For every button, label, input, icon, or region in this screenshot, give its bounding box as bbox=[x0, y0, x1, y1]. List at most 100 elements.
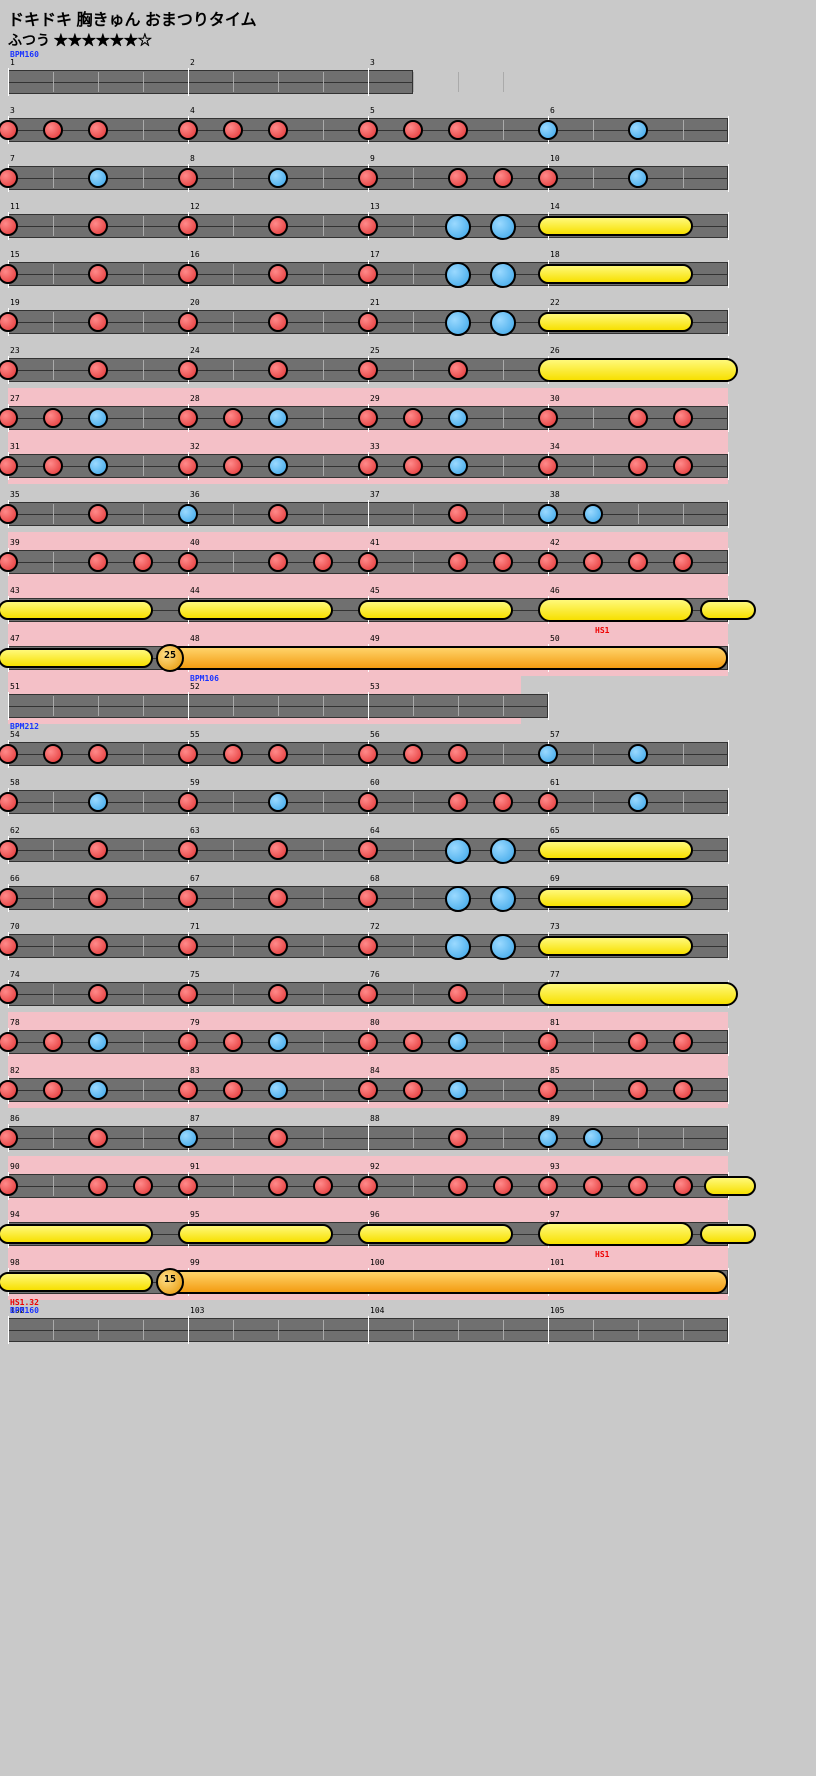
measure-number: 48 bbox=[190, 634, 200, 643]
measure-number: 19 bbox=[10, 298, 20, 307]
measure-row: 90919293 bbox=[8, 1156, 728, 1204]
measure-bar bbox=[8, 70, 413, 94]
minor-tick bbox=[143, 360, 144, 380]
measure-number: 4 bbox=[190, 106, 195, 115]
barline-tick bbox=[368, 1316, 369, 1344]
measure-number: 104 bbox=[370, 1306, 384, 1315]
measure-number: 42 bbox=[550, 538, 560, 547]
minor-tick bbox=[593, 168, 594, 188]
barline-tick bbox=[728, 1124, 729, 1152]
barline-tick bbox=[728, 116, 729, 144]
measure-number: 51 bbox=[10, 682, 20, 691]
kat-note bbox=[445, 262, 471, 288]
slider-note bbox=[538, 1222, 693, 1246]
kat-note bbox=[88, 1080, 108, 1100]
barline-tick bbox=[728, 212, 729, 240]
don-note bbox=[358, 888, 378, 908]
minor-tick bbox=[323, 696, 324, 716]
measure-row: 11121314 bbox=[8, 196, 728, 244]
don-note bbox=[88, 504, 108, 524]
don-note bbox=[358, 264, 378, 284]
minor-tick bbox=[503, 456, 504, 476]
measure-number: 71 bbox=[190, 922, 200, 931]
don-note bbox=[268, 744, 288, 764]
kat-note bbox=[445, 310, 471, 336]
minor-tick bbox=[53, 696, 54, 716]
minor-tick bbox=[143, 1320, 144, 1340]
minor-tick bbox=[323, 936, 324, 956]
measure-number: 59 bbox=[190, 778, 200, 787]
don-note bbox=[628, 408, 648, 428]
don-note bbox=[88, 1128, 108, 1148]
measure-number: 62 bbox=[10, 826, 20, 835]
don-note bbox=[268, 264, 288, 284]
measure-number: 77 bbox=[550, 970, 560, 979]
kat-note bbox=[628, 120, 648, 140]
barline-tick bbox=[728, 644, 729, 672]
measure-row: 19202122 bbox=[8, 292, 728, 340]
measure-number: 58 bbox=[10, 778, 20, 787]
measure-number: 100 bbox=[370, 1258, 384, 1267]
minor-tick bbox=[53, 888, 54, 908]
measure-number: 47 bbox=[10, 634, 20, 643]
minor-tick bbox=[683, 1320, 684, 1340]
don-note bbox=[493, 1176, 513, 1196]
don-note bbox=[88, 1176, 108, 1196]
measure-number: 32 bbox=[190, 442, 200, 451]
bpm-label: BPM212 bbox=[10, 722, 39, 731]
minor-tick bbox=[143, 264, 144, 284]
kat-note bbox=[490, 838, 516, 864]
minor-tick bbox=[503, 744, 504, 764]
kat-note bbox=[628, 792, 648, 812]
don-note bbox=[358, 840, 378, 860]
slider-note bbox=[358, 1224, 513, 1244]
don-note bbox=[178, 120, 198, 140]
measure-number: 76 bbox=[370, 970, 380, 979]
don-note bbox=[88, 552, 108, 572]
minor-tick bbox=[233, 168, 234, 188]
minor-tick bbox=[638, 504, 639, 524]
measure-number: 12 bbox=[190, 202, 200, 211]
measure-number: 11 bbox=[10, 202, 20, 211]
kat-note bbox=[583, 504, 603, 524]
minor-tick bbox=[413, 840, 414, 860]
don-note bbox=[43, 408, 63, 428]
slider-note bbox=[538, 840, 693, 860]
measure-number: 88 bbox=[370, 1114, 380, 1123]
don-note bbox=[358, 168, 378, 188]
measure-row: 70717273 bbox=[8, 916, 728, 964]
measure-number: 70 bbox=[10, 922, 20, 931]
minor-tick bbox=[143, 168, 144, 188]
measure-number: 83 bbox=[190, 1066, 200, 1075]
measure-number: 98 bbox=[10, 1258, 20, 1267]
minor-tick bbox=[233, 888, 234, 908]
minor-tick bbox=[413, 792, 414, 812]
minor-tick bbox=[323, 216, 324, 236]
minor-tick bbox=[233, 1320, 234, 1340]
measure-number: 34 bbox=[550, 442, 560, 451]
kat-note bbox=[448, 1032, 468, 1052]
minor-tick bbox=[503, 1080, 504, 1100]
don-note bbox=[223, 1032, 243, 1052]
don-note bbox=[178, 552, 198, 572]
minor-tick bbox=[683, 792, 684, 812]
minor-tick bbox=[278, 72, 279, 92]
don-note bbox=[628, 1080, 648, 1100]
don-note bbox=[538, 168, 558, 188]
minor-tick bbox=[53, 792, 54, 812]
hs-label: HS1 bbox=[595, 1250, 609, 1259]
don-note bbox=[268, 120, 288, 140]
don-note bbox=[178, 1080, 198, 1100]
measure-row: 43444546 bbox=[8, 580, 728, 628]
measure-number: 9 bbox=[370, 154, 375, 163]
don-note bbox=[178, 840, 198, 860]
don-note bbox=[268, 840, 288, 860]
kat-note bbox=[445, 214, 471, 240]
don-note bbox=[358, 120, 378, 140]
don-note bbox=[628, 1176, 648, 1196]
minor-tick bbox=[53, 984, 54, 1004]
spinner-count: 15 bbox=[164, 1274, 176, 1285]
measure-number: 24 bbox=[190, 346, 200, 355]
measure-number: 23 bbox=[10, 346, 20, 355]
slider-note bbox=[538, 358, 738, 382]
